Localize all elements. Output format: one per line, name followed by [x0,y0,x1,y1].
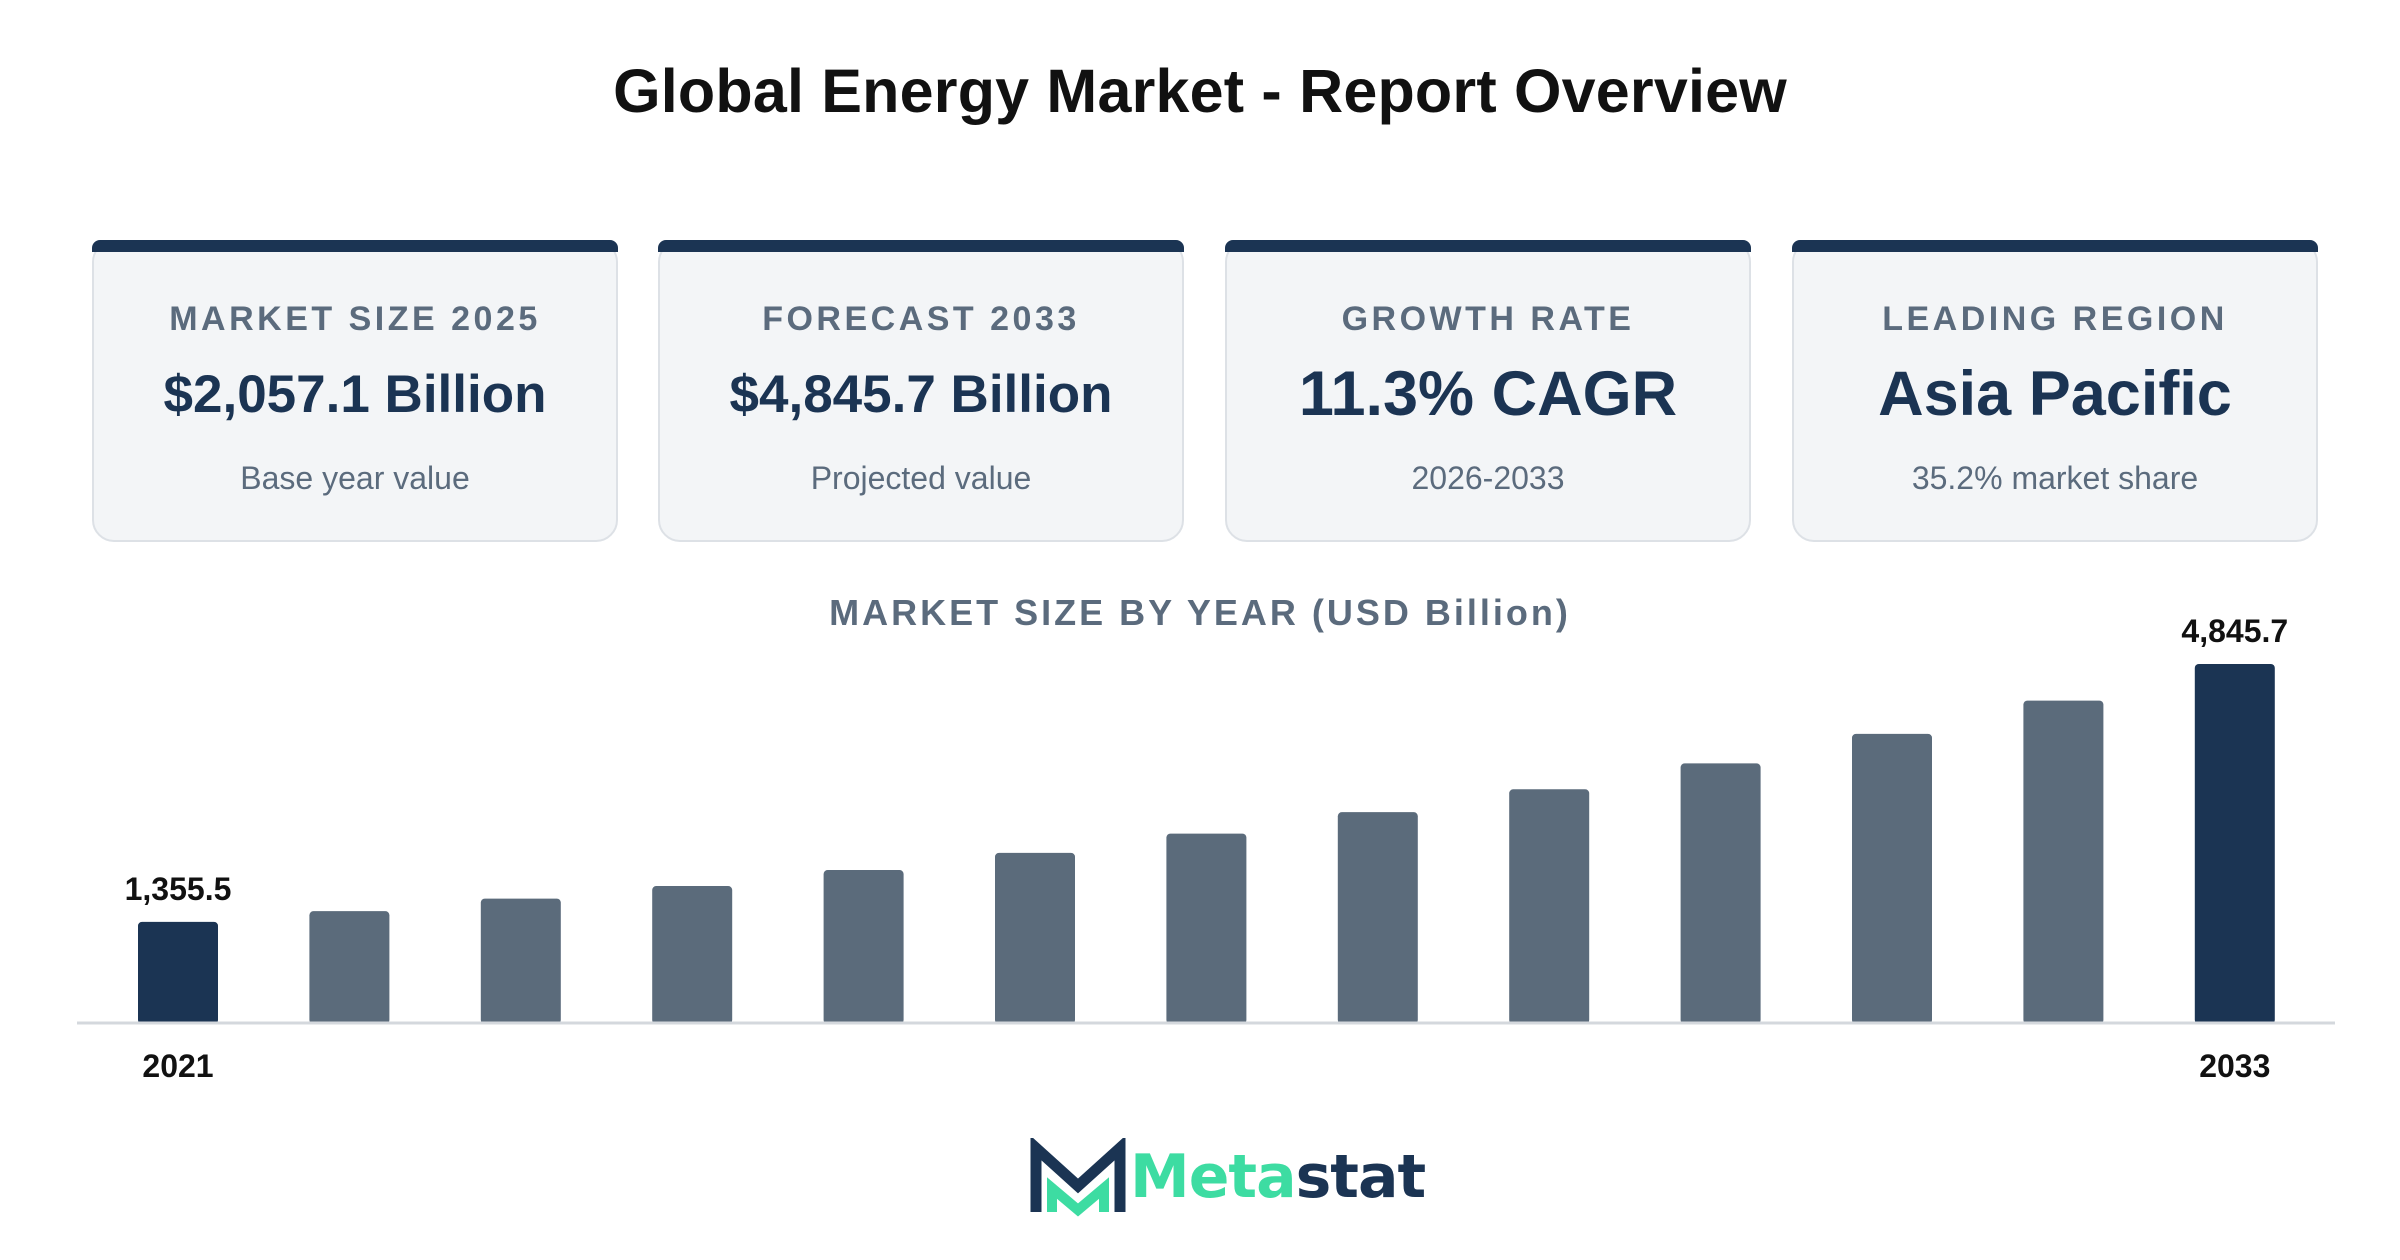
bar-2024 [652,886,733,1024]
forecast-card: FORECAST 2033 $4,845.7 Billion Projected… [658,240,1184,542]
logo-text-stat: stat [1295,1142,1427,1212]
card-label: MARKET SIZE 2025 [169,300,541,338]
card-label: GROWTH RATE [1341,300,1635,338]
card-subtext: 2026-2033 [1411,460,1565,496]
metastat-logo: Metastat [1028,1138,1426,1218]
bar-2022 [309,911,390,1024]
card-label: LEADING REGION [1882,300,2228,338]
card-subtext: Base year value [240,460,470,496]
card-accent-bar [1225,240,1751,252]
bar-2032 [2023,700,2104,1024]
bar-2031 [1852,733,1932,1024]
card-subtext: Projected value [810,460,1032,496]
card-subtext: 35.2% market share [1911,460,2199,496]
card-accent-bar [658,240,1184,252]
card-value: Asia Pacific [1878,359,2232,429]
card-value: $4,845.7 Billion [729,365,1113,424]
bar-2029 [1509,789,1590,1024]
chart-title: MARKET SIZE BY YEAR (USD Billion) [829,592,1571,633]
page-title: Global Energy Market - Report Overview [613,57,1787,125]
bar-2026 [995,852,1075,1024]
leading-region-card: LEADING REGION Asia Pacific 35.2% market… [1792,240,2318,542]
bar-2021 [138,921,218,1024]
card-label: FORECAST 2033 [762,300,1080,338]
data-label-2033: 4,845.7 [2181,613,2288,649]
card-accent-bar [92,240,618,252]
x-tick-label-2033: 2033 [2199,1048,2270,1084]
bar-2027 [1166,833,1247,1024]
bar-2033 [2194,664,2275,1024]
logo-text-meta: Meta [1130,1142,1297,1212]
bar-2028 [1337,812,1418,1024]
card-accent-bar [1792,240,2318,252]
growth-rate-card: GROWTH RATE 11.3% CAGR 2026-2033 [1225,240,1751,542]
bar-2030 [1680,763,1761,1024]
bar-2023 [480,898,561,1024]
data-label-2021: 1,355.5 [125,871,232,907]
x-tick-label-2021: 2021 [142,1048,213,1084]
market-size-card: MARKET SIZE 2025 $2,057.1 Billion Base y… [92,240,618,542]
card-value: $2,057.1 Billion [163,365,547,424]
metastat-m-logo-icon [1030,1138,1126,1217]
card-value: 11.3% CAGR [1298,359,1678,429]
logo-wordmark: Metastat [1130,1142,1427,1212]
bar-2025 [823,870,904,1024]
